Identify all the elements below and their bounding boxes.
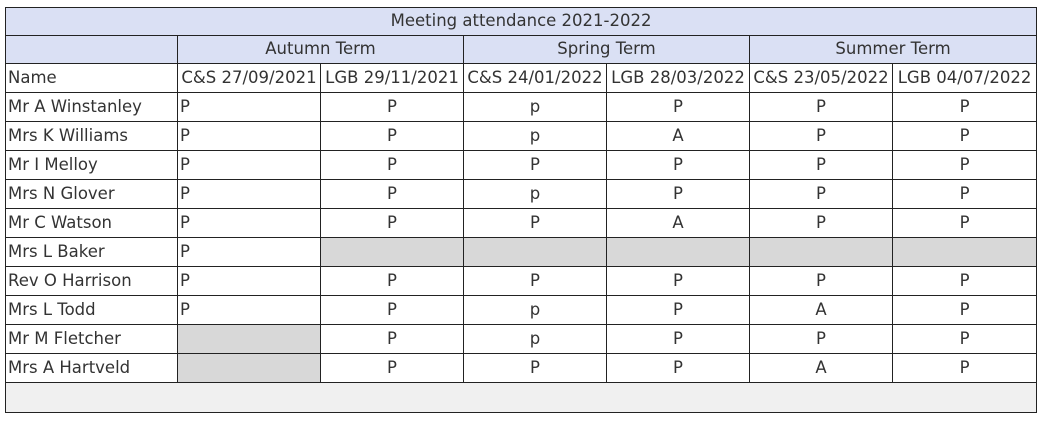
attendance-cell: P bbox=[320, 150, 464, 180]
footer-row bbox=[4, 382, 1038, 413]
term-autumn: Autumn Term bbox=[177, 35, 464, 64]
meeting-header: C&S 24/01/2022 bbox=[463, 63, 607, 93]
attendance-cell: P bbox=[749, 324, 893, 354]
attendance-cell: P bbox=[891, 266, 1038, 296]
meeting-header: LGB 28/03/2022 bbox=[606, 63, 750, 93]
attendance-cell: P bbox=[749, 150, 893, 180]
attendance-cell: P bbox=[891, 353, 1038, 383]
attendance-cell: P bbox=[320, 266, 464, 296]
attendance-cell: p bbox=[463, 324, 607, 354]
table-row: Rev O Harrison P P P P P P bbox=[5, 266, 1038, 296]
attendance-cell: P bbox=[891, 295, 1038, 325]
term-header-blank bbox=[5, 35, 178, 64]
table-title: Meeting attendance 2021-2022 bbox=[4, 7, 1038, 36]
attendance-cell: P bbox=[177, 179, 321, 209]
blank-cell bbox=[177, 324, 321, 354]
attendance-cell: P bbox=[891, 92, 1038, 122]
blank-cell bbox=[606, 237, 750, 267]
table-row: Mr C Watson P P P A P P bbox=[5, 208, 1038, 238]
attendance-cell: P bbox=[177, 266, 321, 296]
attendance-cell: P bbox=[606, 179, 750, 209]
attendance-cell: P bbox=[463, 266, 607, 296]
blank-cell bbox=[463, 237, 607, 267]
meeting-row: Name C&S 27/09/2021 LGB 29/11/2021 C&S 2… bbox=[5, 63, 1038, 93]
attendance-cell: P bbox=[463, 208, 607, 238]
person-name: Mrs A Hartveld bbox=[5, 353, 178, 383]
attendance-cell: P bbox=[606, 295, 750, 325]
term-row: Autumn Term Spring Term Summer Term bbox=[5, 35, 1038, 64]
attendance-cell: P bbox=[749, 179, 893, 209]
person-name: Mrs L Baker bbox=[5, 237, 178, 267]
attendance-cell: P bbox=[891, 150, 1038, 180]
attendance-cell: P bbox=[606, 353, 750, 383]
attendance-cell: P bbox=[320, 121, 464, 151]
attendance-cell: P bbox=[891, 208, 1038, 238]
blank-cell bbox=[177, 353, 321, 383]
attendance-cell: P bbox=[749, 121, 893, 151]
attendance-cell: P bbox=[177, 237, 321, 267]
term-summer: Summer Term bbox=[748, 35, 1038, 64]
attendance-cell: p bbox=[463, 121, 607, 151]
attendance-cell: A bbox=[606, 121, 750, 151]
person-name: Mr A Winstanley bbox=[5, 92, 178, 122]
attendance-cell: P bbox=[606, 266, 750, 296]
attendance-cell: P bbox=[606, 92, 750, 122]
attendance-cell: P bbox=[320, 353, 464, 383]
attendance-cell: P bbox=[891, 179, 1038, 209]
attendance-cell: P bbox=[177, 208, 321, 238]
blank-cell bbox=[320, 237, 464, 267]
meeting-header: C&S 23/05/2022 bbox=[749, 63, 893, 93]
table-row: Mrs A Hartveld P P P A P bbox=[5, 353, 1038, 383]
attendance-cell: p bbox=[463, 92, 607, 122]
attendance-cell: P bbox=[749, 266, 893, 296]
meeting-header: LGB 29/11/2021 bbox=[320, 63, 464, 93]
term-spring: Spring Term bbox=[463, 35, 750, 64]
attendance-cell: P bbox=[606, 150, 750, 180]
table-row: Mrs L Baker P bbox=[5, 237, 1038, 267]
attendance-cell: P bbox=[177, 295, 321, 325]
attendance-cell: P bbox=[320, 324, 464, 354]
attendance-cell: p bbox=[463, 179, 607, 209]
attendance-cell: A bbox=[606, 208, 750, 238]
attendance-cell: P bbox=[463, 353, 607, 383]
title-row: Meeting attendance 2021-2022 bbox=[4, 7, 1038, 36]
attendance-cell: P bbox=[320, 208, 464, 238]
person-name: Rev O Harrison bbox=[5, 266, 178, 296]
attendance-cell: P bbox=[606, 324, 750, 354]
person-name: Mrs N Glover bbox=[5, 179, 178, 209]
blank-cell bbox=[891, 237, 1038, 267]
footer-cell bbox=[4, 382, 1038, 413]
attendance-cell: P bbox=[320, 179, 464, 209]
attendance-cell: P bbox=[177, 150, 321, 180]
attendance-cell: P bbox=[177, 92, 321, 122]
attendance-cell: P bbox=[749, 92, 893, 122]
attendance-cell: P bbox=[320, 295, 464, 325]
attendance-cell: P bbox=[463, 150, 607, 180]
attendance-cell: P bbox=[891, 324, 1038, 354]
person-name: Mrs K Williams bbox=[5, 121, 178, 151]
attendance-cell: P bbox=[320, 92, 464, 122]
attendance-cell: P bbox=[891, 121, 1038, 151]
attendance-cell: A bbox=[749, 353, 893, 383]
person-name: Mr M Fletcher bbox=[5, 324, 178, 354]
attendance-cell: P bbox=[749, 208, 893, 238]
meeting-header: LGB 04/07/2022 bbox=[891, 63, 1038, 93]
person-name: Mrs L Todd bbox=[5, 295, 178, 325]
person-name: Mr I Melloy bbox=[5, 150, 178, 180]
attendance-cell: p bbox=[463, 295, 607, 325]
table-row: Mr I Melloy P P P P P P bbox=[5, 150, 1038, 180]
meeting-header: C&S 27/09/2021 bbox=[177, 63, 321, 93]
person-name: Mr C Watson bbox=[5, 208, 178, 238]
blank-cell bbox=[749, 237, 893, 267]
attendance-table: Meeting attendance 2021-2022 Autumn Term… bbox=[4, 7, 1038, 413]
attendance-cell: P bbox=[177, 121, 321, 151]
attendance-cell: A bbox=[749, 295, 893, 325]
name-column-header: Name bbox=[5, 63, 178, 93]
